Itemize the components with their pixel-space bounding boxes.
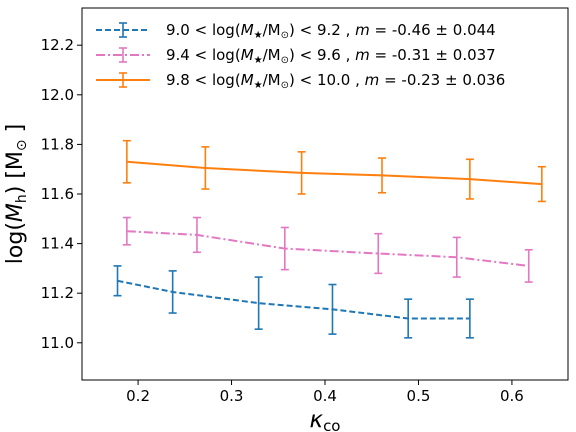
series-line	[117, 279, 470, 320]
data-point	[407, 317, 409, 319]
x-tick-label: 0.3	[220, 387, 244, 405]
series-line	[126, 160, 542, 186]
data-point	[204, 167, 206, 169]
legend-label: 9.4 < log(M★/M⊙) < 9.6 , m = -0.31 ± 0.0…	[166, 46, 496, 66]
y-tick-label: 11.2	[41, 284, 74, 302]
x-tick-label: 0.6	[500, 387, 524, 405]
series-line	[126, 230, 529, 267]
y-tick-label: 11.6	[41, 185, 74, 203]
data-point	[117, 280, 119, 282]
series-1	[113, 265, 474, 339]
x-tick-label: 0.5	[407, 387, 431, 405]
legend-label: 9.0 < log(M★/M⊙) < 9.2 , m = -0.46 ± 0.0…	[166, 21, 496, 41]
x-axis-label: κco	[310, 407, 341, 432]
y-tick-label: 11.8	[41, 135, 74, 153]
data-point	[456, 256, 458, 258]
y-tick-label: 11.0	[41, 334, 74, 352]
data-point	[377, 253, 379, 255]
series-3	[122, 139, 546, 203]
legend: 9.0 < log(M★/M⊙) < 9.2 , m = -0.46 ± 0.0…	[96, 21, 505, 91]
data-point	[284, 248, 286, 250]
y-tick-label: 11.4	[41, 235, 74, 253]
data-point	[258, 302, 260, 304]
data-point	[331, 308, 333, 310]
data-point	[381, 174, 383, 176]
data-point	[301, 172, 303, 174]
legend-label: 9.8 < log(M★/M⊙) < 10.0 , m = -0.23 ± 0.…	[166, 71, 505, 91]
series-2	[122, 216, 533, 283]
y-axis-label: log(Mh) [M⊙ ]	[3, 124, 30, 264]
y-tick-label: 12.0	[41, 86, 74, 104]
y-tick-label: 12.2	[41, 36, 74, 54]
data-point	[541, 183, 543, 185]
data-point	[196, 234, 198, 236]
data-point	[126, 161, 128, 163]
data-point	[528, 265, 530, 267]
x-tick-label: 0.4	[313, 387, 337, 405]
data-point	[126, 230, 128, 232]
data-point	[469, 317, 471, 319]
data-point	[469, 178, 471, 180]
data-point	[172, 291, 174, 293]
x-tick-label: 0.2	[126, 387, 150, 405]
